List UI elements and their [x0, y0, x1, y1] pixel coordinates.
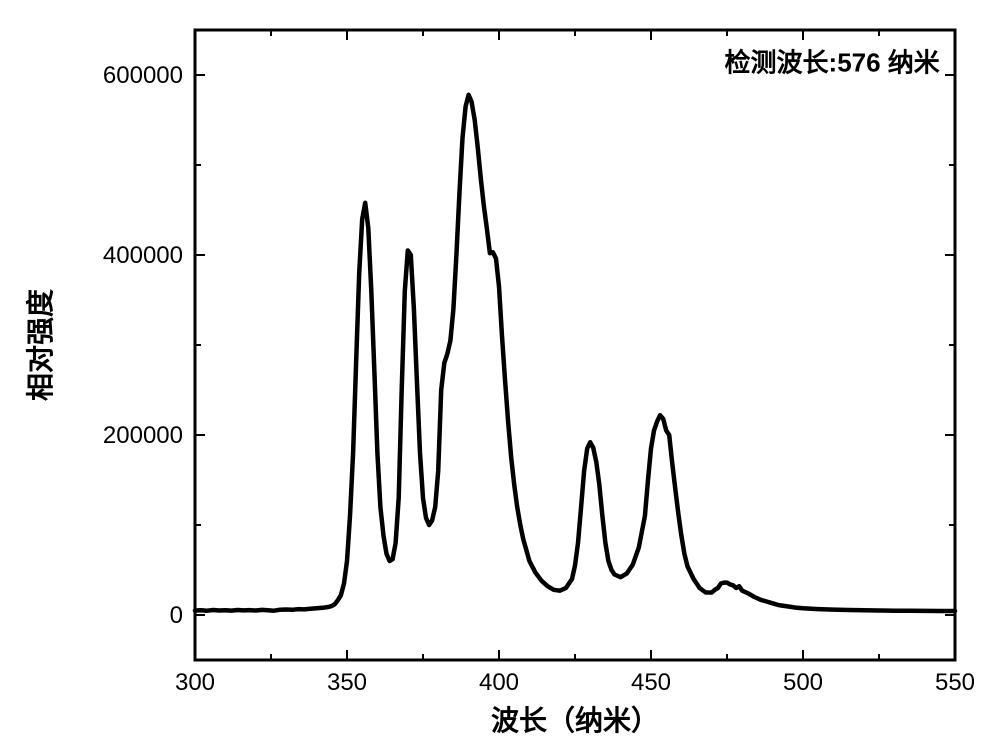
chart-svg: 300 350 400 450 500 550 0 200000 400000 600000 波长（… — [0, 0, 1000, 751]
y-tick-label: 400000 — [103, 242, 183, 269]
x-tick-label: 400 — [479, 669, 519, 696]
x-tick-label: 350 — [327, 669, 367, 696]
spectrum-chart: 300 350 400 450 500 550 0 200000 400000 600000 波长（… — [0, 0, 1000, 751]
x-tick-label: 300 — [175, 669, 215, 696]
annotation-text: 检测波长:576 纳米 — [725, 48, 940, 78]
y-tick-label: 200000 — [103, 422, 183, 449]
y-tick-label: 600000 — [103, 62, 183, 89]
x-axis-label: 波长（纳米） — [491, 704, 659, 736]
x-tick-label: 550 — [935, 669, 975, 696]
x-tick-label: 450 — [631, 669, 671, 696]
y-axis-label: 相对强度 — [25, 289, 56, 401]
x-tick-label: 500 — [783, 669, 823, 696]
spectrum-line — [195, 95, 955, 611]
y-tick-label: 0 — [170, 602, 183, 629]
